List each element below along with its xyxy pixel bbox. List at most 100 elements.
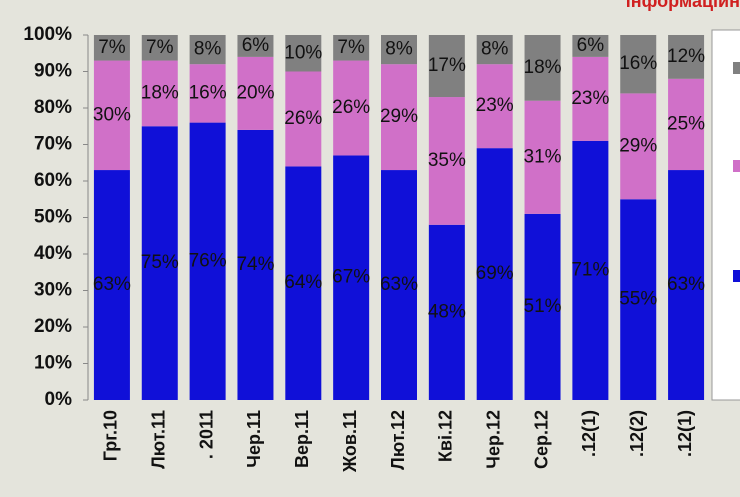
bar-segment	[524, 213, 561, 400]
value-label: 10%	[284, 42, 322, 63]
x-tick-label: . 2011	[196, 410, 216, 459]
bar-segment	[237, 35, 274, 57]
value-label: 18%	[524, 57, 562, 78]
value-label: 75%	[141, 252, 179, 273]
value-label: 30%	[93, 104, 131, 125]
bar-segment	[333, 155, 370, 400]
value-label: 74%	[236, 254, 274, 275]
value-label: 29%	[619, 135, 657, 156]
bar-segment	[620, 35, 657, 94]
y-tick-label: 100%	[23, 24, 72, 45]
value-label: 8%	[481, 39, 509, 60]
bar-segment	[524, 100, 561, 214]
value-label: 63%	[667, 274, 705, 295]
bar-segment	[572, 35, 609, 57]
x-tick-label: .12(1)	[675, 410, 695, 457]
y-tick-label: 40%	[34, 243, 72, 264]
value-label: 76%	[189, 250, 227, 271]
bar-segment	[668, 170, 705, 400]
bar-segment	[428, 224, 465, 400]
y-tick-label: 60%	[34, 170, 72, 191]
value-label: 69%	[476, 263, 514, 284]
bar-segment	[237, 129, 274, 400]
value-label: 16%	[619, 53, 657, 74]
y-tick-label: 70%	[34, 134, 72, 155]
bar-segment	[141, 35, 178, 61]
value-label: 35%	[428, 150, 466, 171]
bar-segment	[189, 35, 226, 65]
value-label: 16%	[189, 82, 227, 103]
bar-segment	[189, 64, 226, 123]
y-tick-label: 0%	[45, 389, 73, 410]
bar-segment	[572, 56, 609, 141]
bar-segment	[476, 64, 513, 149]
legend-swatch	[733, 62, 740, 74]
y-tick-label: 90%	[34, 61, 72, 82]
value-label: 23%	[571, 88, 609, 109]
bar-segment	[668, 78, 705, 171]
legend-swatch	[733, 160, 740, 172]
value-label: 7%	[337, 37, 365, 58]
value-label: 23%	[476, 95, 514, 116]
bar-segment	[381, 35, 417, 65]
bar-segment	[381, 170, 417, 400]
chart-title: інформаційн	[626, 0, 740, 11]
bar-segment	[189, 122, 226, 400]
value-label: 71%	[571, 259, 609, 280]
value-label: 29%	[380, 106, 418, 127]
bar-segment	[668, 35, 705, 79]
bar-segment	[93, 35, 130, 61]
bar-segment	[572, 140, 609, 400]
y-tick-label: 80%	[34, 97, 72, 118]
bar-segment	[333, 60, 370, 156]
bar-segment	[93, 60, 130, 171]
value-label: 8%	[385, 39, 413, 60]
bar-segment	[237, 56, 274, 130]
value-label: 6%	[577, 35, 605, 56]
value-label: 8%	[194, 39, 222, 60]
value-label: 63%	[380, 274, 418, 295]
value-label: 26%	[284, 108, 322, 129]
x-tick-label: Вер.11	[292, 410, 312, 468]
x-tick-label: Грг.10	[101, 410, 121, 461]
value-label: 48%	[428, 301, 466, 322]
value-label: 67%	[332, 267, 370, 288]
bar-segment	[285, 166, 322, 400]
x-tick-label: Кві.12	[436, 410, 456, 462]
value-label: 63%	[93, 274, 131, 295]
value-label: 51%	[524, 296, 562, 317]
value-label: 26%	[332, 97, 370, 118]
y-tick-label: 10%	[34, 353, 72, 374]
bar-segment	[428, 97, 465, 225]
value-label: 31%	[524, 146, 562, 167]
y-tick-label: 50%	[34, 207, 72, 228]
bar-segment	[476, 35, 513, 65]
value-label: 7%	[98, 37, 126, 58]
bar-segment	[524, 35, 561, 101]
value-label: 17%	[428, 55, 466, 76]
x-tick-label: Лют.12	[388, 410, 408, 470]
bar-segment	[141, 126, 178, 400]
x-tick-label: Чер.11	[244, 410, 264, 468]
bar-segment	[333, 35, 370, 61]
value-label: 7%	[146, 37, 174, 58]
legend-box	[711, 29, 740, 401]
bar-segment	[428, 35, 465, 98]
bar-segment	[93, 170, 130, 400]
x-tick-label: .12(2)	[627, 410, 647, 457]
value-label: 18%	[141, 82, 179, 103]
y-tick-label: 20%	[34, 316, 72, 337]
x-tick-label: Чер.12	[483, 410, 503, 469]
value-label: 55%	[619, 289, 657, 310]
y-tick-label: 30%	[34, 280, 72, 301]
bar-segment	[285, 71, 322, 167]
bar-segment	[476, 148, 513, 400]
bar-segment	[285, 35, 322, 72]
value-label: 20%	[236, 82, 274, 103]
bar-segment	[141, 60, 178, 127]
x-tick-label: Жов.11	[340, 410, 360, 473]
value-label: 25%	[667, 113, 705, 134]
value-label: 12%	[667, 46, 705, 67]
x-tick-label: .12(1)	[579, 410, 599, 457]
